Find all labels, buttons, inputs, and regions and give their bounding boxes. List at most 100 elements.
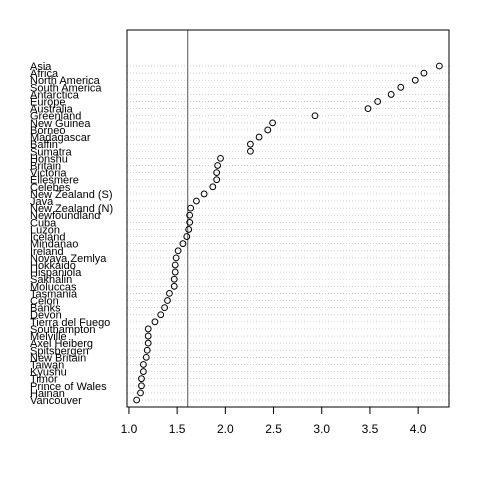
category-label: Banks xyxy=(30,303,61,315)
category-label: Newfoundland xyxy=(30,210,100,222)
x-tick-label: 3.0 xyxy=(313,422,330,436)
data-point xyxy=(138,382,145,390)
category-label: Ireland xyxy=(30,246,64,258)
data-point xyxy=(209,183,217,191)
category-label: Baffin xyxy=(30,139,58,151)
data-point xyxy=(164,297,171,304)
category-label: Taiwan xyxy=(30,359,64,371)
data-point xyxy=(269,119,276,127)
category-label: Antarctica xyxy=(30,89,80,101)
category-label: Hokkaido xyxy=(30,260,76,272)
data-point xyxy=(435,62,443,70)
data-point xyxy=(387,91,395,98)
category-label: Melville xyxy=(30,331,67,343)
data-point xyxy=(143,346,151,354)
data-point xyxy=(311,112,319,120)
x-tick-label: 4.0 xyxy=(410,422,427,436)
data-point xyxy=(161,304,168,312)
category-label: Sumatra xyxy=(30,146,72,158)
data-point xyxy=(139,368,147,375)
category-label: South America xyxy=(30,82,102,94)
category-label: New Britain xyxy=(30,352,86,364)
data-point xyxy=(364,105,372,113)
data-point xyxy=(174,247,182,255)
data-point xyxy=(397,83,405,91)
category-label: Spitsbergen xyxy=(30,345,89,357)
category-label: Vancouver xyxy=(30,395,82,407)
data-point xyxy=(217,154,224,162)
data-point xyxy=(170,275,178,283)
x-tick-label: 2.0 xyxy=(217,422,234,436)
category-label: Asia xyxy=(30,61,52,73)
data-point xyxy=(166,290,173,297)
data-point xyxy=(151,318,159,326)
category-label: Java xyxy=(30,196,54,208)
category-label: Kyushu xyxy=(30,367,67,379)
data-point xyxy=(247,140,254,148)
data-point xyxy=(374,98,382,105)
category-label: Australia xyxy=(30,104,74,116)
category-label: Prince of Wales xyxy=(30,381,107,393)
category-label: Luzon xyxy=(30,224,60,236)
data-point xyxy=(200,190,208,198)
data-point xyxy=(187,204,195,212)
data-point xyxy=(157,311,165,319)
data-point xyxy=(185,226,193,233)
category-label: Honshu xyxy=(30,153,68,165)
category-label: Borneo xyxy=(30,125,65,137)
data-point xyxy=(183,233,191,240)
category-label: Victoria xyxy=(30,168,67,180)
data-point xyxy=(186,218,194,226)
category-label: New Guinea xyxy=(30,118,91,130)
category-label: Mindanao xyxy=(30,239,78,251)
category-label: Tasmania xyxy=(30,288,78,300)
category-label: Europe xyxy=(30,97,65,109)
category-label: Novaya Zemlya xyxy=(30,253,107,265)
grid-lines xyxy=(127,65,449,401)
category-label: New Zealand (S) xyxy=(30,189,113,201)
category-label: Celebes xyxy=(30,182,71,194)
data-point xyxy=(179,240,187,248)
category-label: Hainan xyxy=(30,388,65,400)
data-point xyxy=(411,76,419,84)
data-point xyxy=(138,375,145,383)
data-point xyxy=(133,396,141,404)
data-point xyxy=(170,282,178,290)
category-label: Greenland xyxy=(30,111,81,123)
data-point xyxy=(213,176,221,184)
x-axis: 1.0 1.5 2.0 2.5 3.0 3.5 4.0 xyxy=(121,407,427,436)
category-label: Sakhalin xyxy=(30,274,72,286)
data-point xyxy=(264,126,272,134)
category-label: Britain xyxy=(30,160,61,172)
category-label: Hispaniola xyxy=(30,267,82,279)
category-label: Celon xyxy=(30,296,59,308)
x-tick-label: 2.5 xyxy=(265,422,282,436)
data-point xyxy=(171,268,179,276)
plot-frame xyxy=(126,29,450,408)
data-point xyxy=(144,332,152,340)
x-tick-label: 3.5 xyxy=(362,422,379,436)
category-label: Moluccas xyxy=(30,281,77,293)
category-label: New Zealand (N) xyxy=(30,203,113,215)
category-label: North America xyxy=(30,75,101,87)
data-point xyxy=(144,339,152,347)
data-point xyxy=(420,69,428,77)
category-label: Southampton xyxy=(30,324,95,336)
data-point xyxy=(186,211,194,219)
data-point xyxy=(213,169,221,176)
data-point xyxy=(142,353,150,361)
category-label: Timor xyxy=(30,374,58,386)
category-label: Tierra del Fuego xyxy=(30,317,110,329)
data-point xyxy=(144,325,152,333)
data-point xyxy=(214,162,222,169)
data-points xyxy=(133,62,443,404)
data-point xyxy=(171,261,179,269)
data-point xyxy=(193,197,200,205)
category-label: Madagascar xyxy=(30,132,91,144)
data-point xyxy=(139,361,147,368)
category-label: Africa xyxy=(30,68,59,80)
category-label: Cuba xyxy=(30,217,57,229)
data-point xyxy=(137,389,144,397)
